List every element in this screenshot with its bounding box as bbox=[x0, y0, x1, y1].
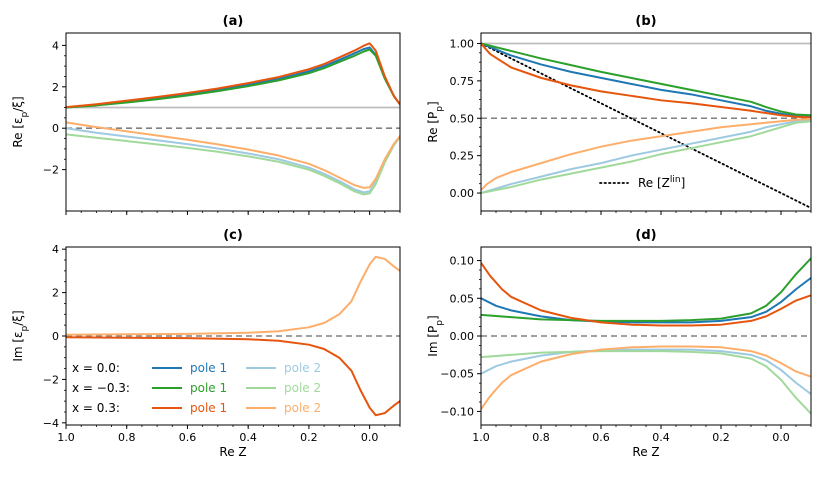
series-line bbox=[481, 257, 811, 322]
series-line bbox=[66, 133, 400, 196]
y-axis-label: Im [Pp] bbox=[426, 315, 445, 356]
series-line bbox=[481, 350, 811, 415]
panel-b: 0.00 0.25 0.50 0.75 1.00 (b) Re [Pp] Re [Zlin] bbox=[426, 14, 812, 215]
y-tick-label: 0 bbox=[52, 122, 59, 135]
annotation-text: Re [Zlin] bbox=[638, 175, 685, 190]
panel-title: (d) bbox=[635, 228, 656, 243]
y-tick-label: 0.00 bbox=[450, 187, 475, 200]
y-tick-label: 1.00 bbox=[450, 37, 475, 50]
y-tick-label: 0.05 bbox=[450, 292, 475, 305]
x-tick-label: 0.8 bbox=[118, 431, 136, 444]
series-line bbox=[66, 46, 400, 109]
x-tick-label: 0.8 bbox=[532, 431, 550, 444]
y-axis-label: Im [εp/ξ] bbox=[11, 310, 30, 361]
y-tick-label: −0.05 bbox=[440, 368, 474, 381]
x-tick-label: 1.0 bbox=[472, 431, 490, 444]
x-tick-label: 0.4 bbox=[239, 431, 257, 444]
series-line bbox=[481, 42, 811, 118]
y-tick-label: 4 bbox=[52, 243, 59, 256]
series-group bbox=[66, 42, 400, 196]
y-tick-label: −4 bbox=[43, 417, 59, 430]
axes-frame bbox=[65, 32, 401, 212]
y-tick-label: 2 bbox=[52, 81, 59, 94]
legend-x-label: x = 0.3: bbox=[72, 401, 120, 415]
y-tick-label: 0.00 bbox=[450, 330, 475, 343]
y-tick-label: −0.10 bbox=[440, 405, 474, 418]
series-group bbox=[481, 257, 811, 415]
series-line bbox=[481, 118, 811, 192]
y-axis-label: Re [εp/ξ] bbox=[11, 96, 30, 147]
y-tick-label: 4 bbox=[52, 39, 59, 52]
y-tick-label: 0.25 bbox=[450, 150, 475, 163]
series-group bbox=[66, 255, 400, 417]
x-axis-label: Re Z bbox=[632, 445, 659, 459]
x-tick-label: 0.4 bbox=[652, 431, 670, 444]
y-tick-label: 2 bbox=[52, 287, 59, 300]
series-group bbox=[481, 42, 811, 209]
x-tick-label: 0.0 bbox=[361, 431, 379, 444]
x-tick-label: 0.2 bbox=[300, 431, 318, 444]
x-tick-label: 0.2 bbox=[712, 431, 730, 444]
series-line bbox=[481, 42, 811, 119]
legend-label-pole1: pole 1 bbox=[190, 401, 227, 415]
x-axis-label: Re Z bbox=[219, 445, 246, 459]
panel-title: (c) bbox=[223, 228, 243, 243]
series-line bbox=[481, 345, 811, 411]
series-line bbox=[481, 118, 811, 195]
panel-a: −2 0 2 4 (a) Re [εp/ξ] bbox=[11, 14, 401, 215]
legend-label-pole2: pole 2 bbox=[284, 361, 321, 375]
series-line bbox=[481, 42, 811, 117]
legend-label-pole1: pole 1 bbox=[190, 381, 227, 395]
series-line bbox=[481, 276, 811, 324]
y-tick-label: 0.10 bbox=[450, 255, 475, 268]
y-tick-label: −2 bbox=[43, 164, 59, 177]
series-line bbox=[66, 42, 400, 109]
y-tick-label: 0.75 bbox=[450, 75, 475, 88]
y-tick-label: 0.50 bbox=[450, 112, 475, 125]
legend-label-pole2: pole 2 bbox=[284, 381, 321, 395]
y-tick-label: −2 bbox=[43, 373, 59, 386]
panel-title: (b) bbox=[635, 14, 656, 29]
series-line bbox=[481, 261, 811, 327]
series-line bbox=[481, 42, 811, 209]
panel-d: 1.0 0.8 0.6 0.4 0.2 0.0 −0.10 −0.05 0.00 0.05 0.10… bbox=[426, 228, 812, 459]
y-tick-label: 0 bbox=[52, 330, 59, 343]
x-tick-label: 0.6 bbox=[179, 431, 197, 444]
x-tick-label: 0.0 bbox=[772, 431, 790, 444]
series-line bbox=[66, 121, 400, 189]
series-line bbox=[66, 336, 400, 417]
legend: x = 0.0: pole 1 pole 2 x = −0.3: pole 1 pole … bbox=[72, 361, 321, 415]
panel-title: (a) bbox=[223, 14, 244, 29]
panel-c: 1.0 0.8 0.6 0.4 0.2 0.0 −4 −2 0 2 4 (c) Re Z Im [εp/ξ… bbox=[11, 228, 401, 459]
legend-x-label: x = 0.0: bbox=[72, 361, 120, 375]
legend-x-label: x = −0.3: bbox=[72, 381, 130, 395]
legend-label-pole2: pole 2 bbox=[284, 401, 321, 415]
series-line bbox=[481, 120, 811, 195]
y-axis-label: Re [Pp] bbox=[426, 101, 445, 142]
series-line bbox=[66, 255, 400, 336]
x-tick-label: 1.0 bbox=[57, 431, 75, 444]
legend-label-pole1: pole 1 bbox=[190, 361, 227, 375]
series-line bbox=[481, 348, 811, 396]
series-line bbox=[66, 48, 400, 109]
x-tick-label: 0.6 bbox=[592, 431, 610, 444]
